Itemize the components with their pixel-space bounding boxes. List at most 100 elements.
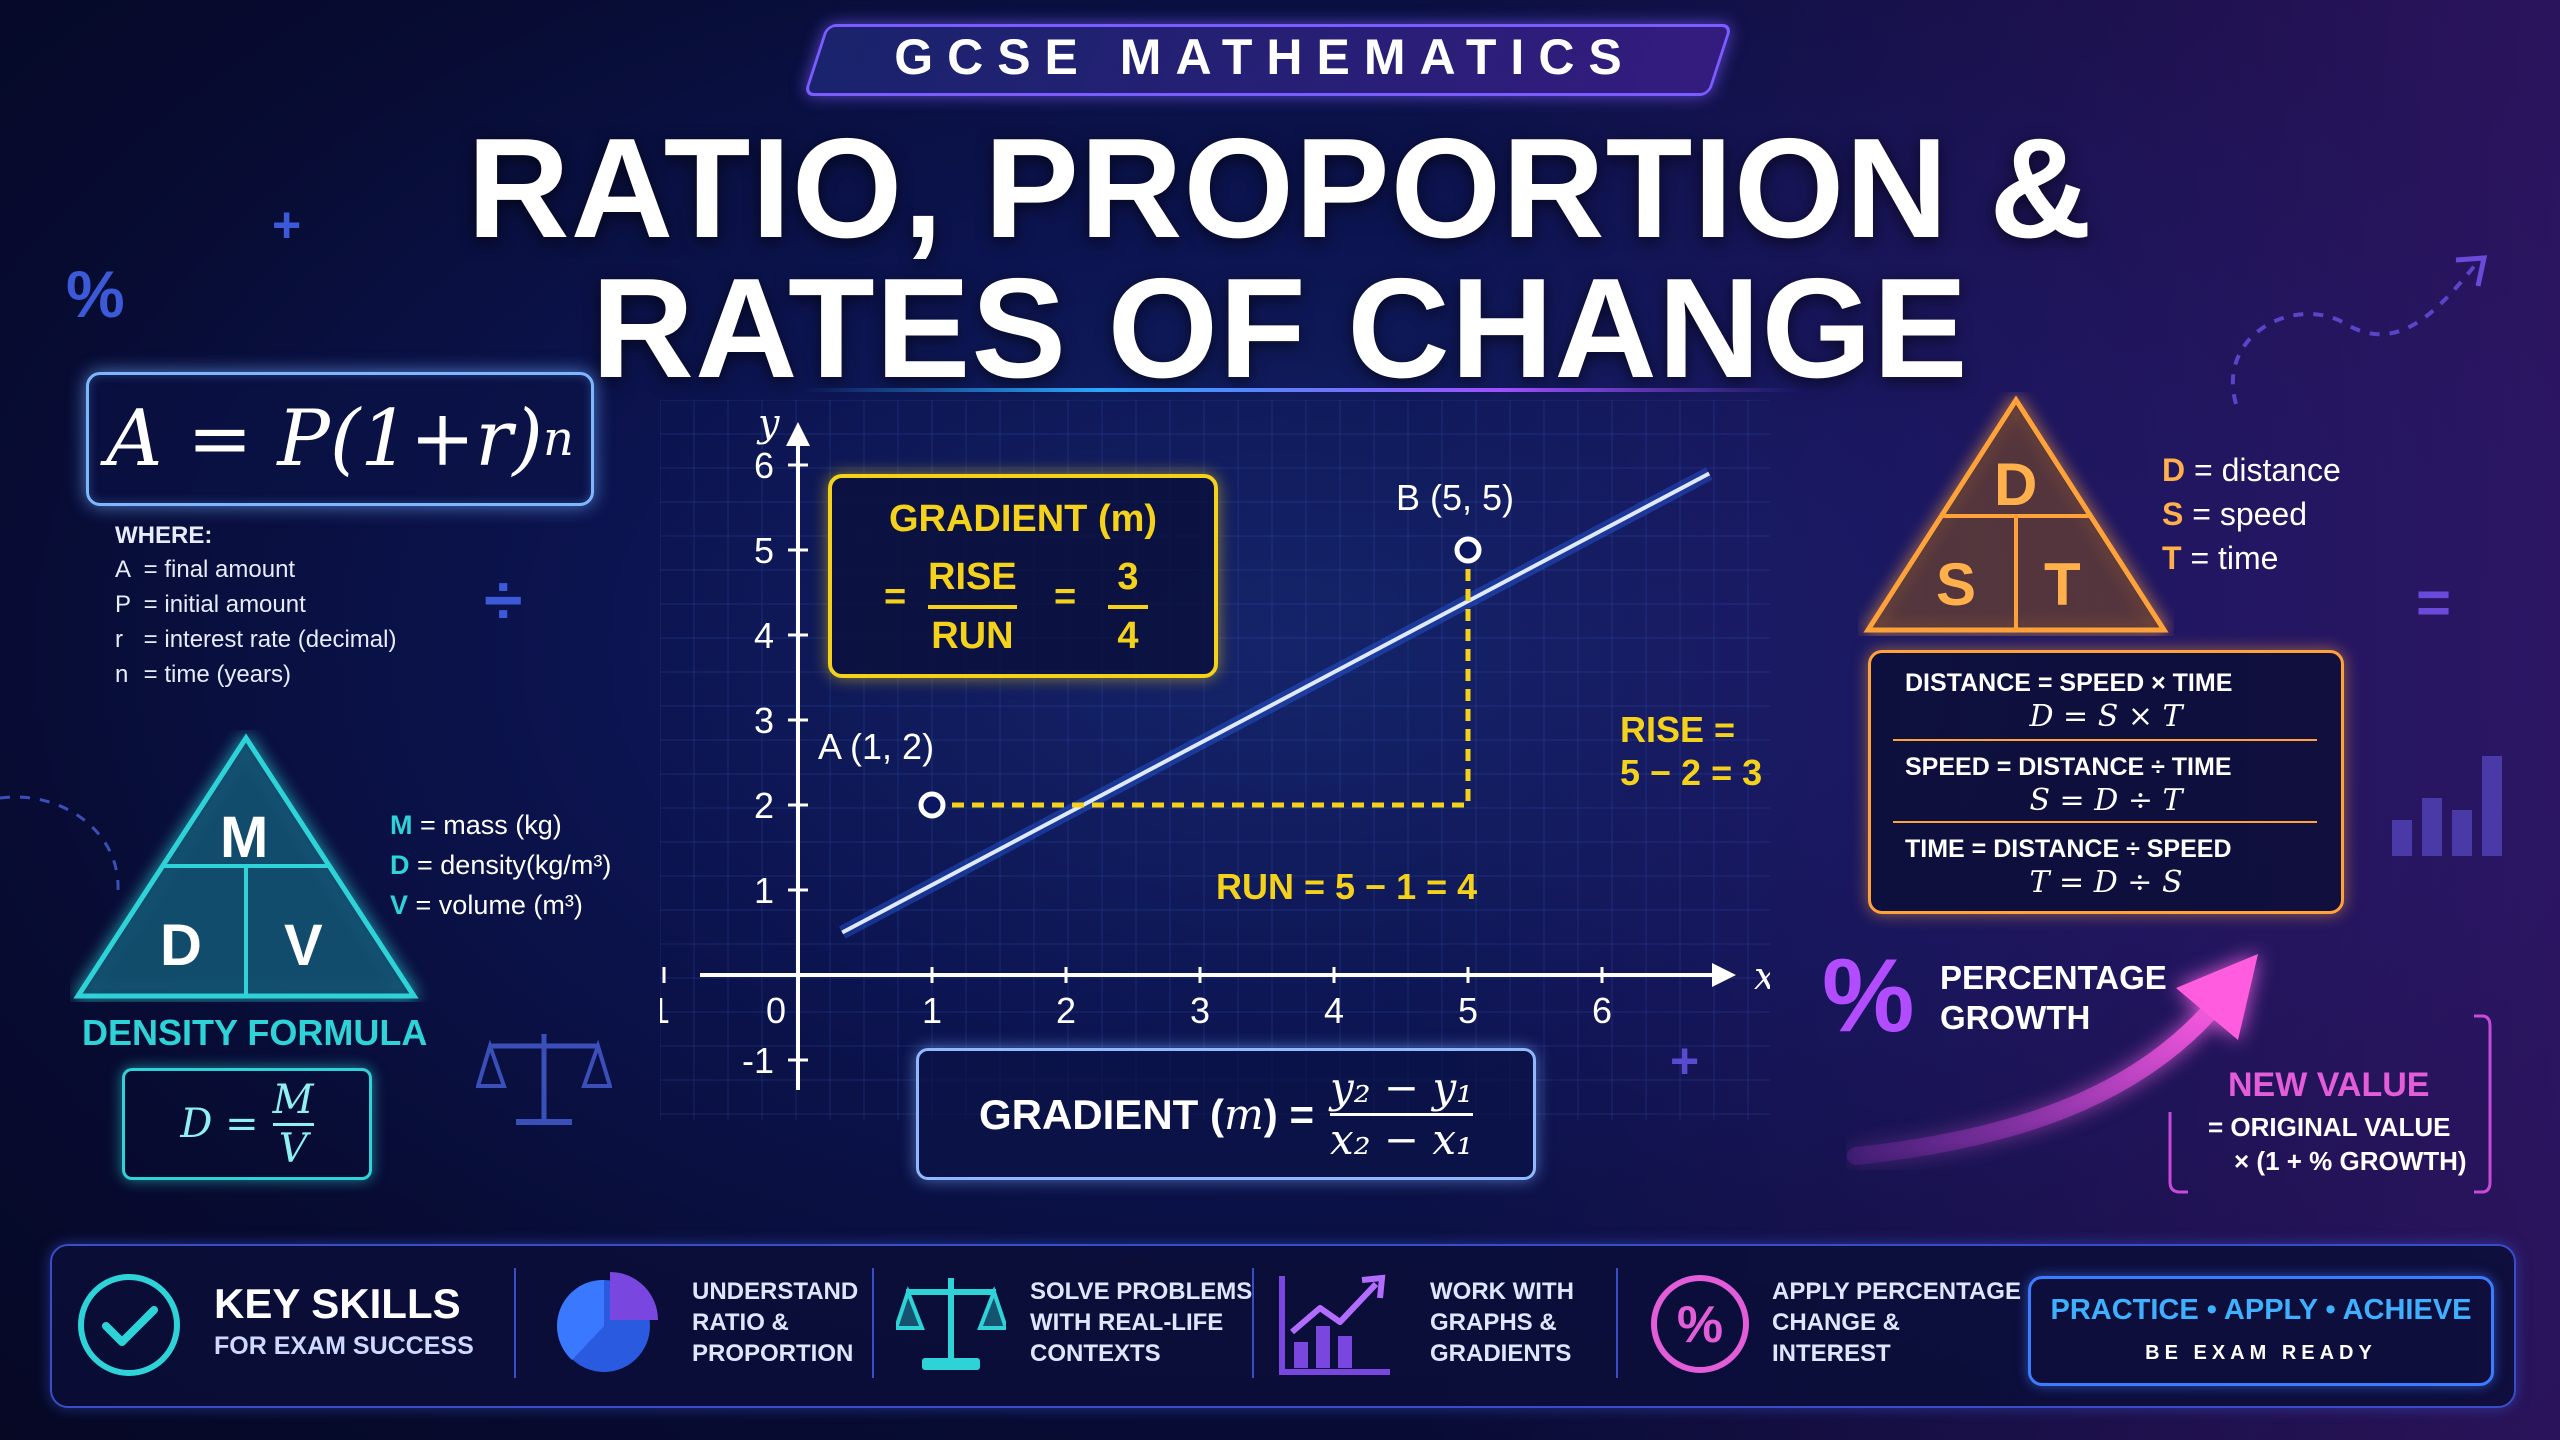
check-icon	[78, 1274, 180, 1376]
dst-divider	[1893, 821, 2317, 823]
footer-divider	[1616, 1268, 1618, 1378]
y-tick-label: 4	[754, 615, 774, 656]
density-fraction-den: V	[278, 1125, 308, 1172]
plus-icon: +	[1670, 1033, 1700, 1089]
where-title: WHERE:	[115, 522, 213, 549]
skill-item: SOLVE PROBLEMS WITH REAL-LIFE CONTEXTS	[1030, 1278, 1253, 1368]
y-axis-arrow	[786, 422, 810, 446]
fraction-bar	[272, 1122, 314, 1126]
x-tick-label: -1	[660, 990, 670, 1031]
title-underline	[800, 388, 1800, 392]
rise-label-line2: 5 − 2 = 3	[1620, 752, 1763, 794]
rise-run-dashes	[932, 550, 1471, 808]
compound-formula-lhs: A = P(1+r)	[106, 394, 543, 484]
x-tick-label: 5	[1458, 990, 1478, 1031]
gradient-formula-num: y₂ − y₁	[1329, 1063, 1474, 1113]
footer-divider	[514, 1268, 516, 1378]
gradient-eq1: =	[884, 576, 907, 618]
pie-chart-icon	[556, 1272, 658, 1372]
series-line	[841, 471, 1711, 935]
skill-item: APPLY PERCENTAGE CHANGE & INTEREST	[1772, 1278, 2021, 1368]
gradient-eq2: =	[1054, 576, 1077, 618]
density-formula-title: DENSITY FORMULA	[82, 1012, 428, 1053]
gradient-box-title: GRADIENT (m)	[888, 498, 1158, 540]
dst-row-words: SPEED = DISTANCE ÷ TIME	[1905, 753, 2232, 781]
density-legend-item: D = density(kg/m³)	[390, 850, 612, 880]
fraction-bar	[1329, 1112, 1474, 1116]
practice-box	[2028, 1276, 2494, 1386]
x-tick-label: 6	[1592, 990, 1612, 1031]
divide-icon: ÷	[484, 561, 523, 639]
scales-icon	[896, 1278, 1006, 1370]
equals-icon: =	[2416, 569, 2452, 636]
dst-formulas-box: DISTANCE = SPEED × TIME D = S × T SPEED …	[1868, 650, 2344, 914]
rise-word: RISE	[928, 556, 1017, 598]
key-skills-title: KEY SKILLS	[214, 1280, 461, 1327]
compound-interest-formula: A = P(1+r) n	[86, 372, 594, 506]
dst-row-formula: T = D ÷ S	[2029, 865, 2183, 900]
density-formula-box: D = M V	[122, 1068, 372, 1180]
dst-legend-item: S = speed	[2162, 496, 2307, 532]
run-word: RUN	[931, 615, 1014, 657]
x-axis-arrow	[1712, 963, 1736, 987]
percent-icon: %	[66, 257, 125, 331]
y-tick-label: 6	[754, 445, 774, 486]
dst-legend-item: T = time	[2162, 540, 2279, 576]
trend-up-icon	[1279, 1274, 1390, 1375]
page-title-line2: RATES OF CHANGE	[591, 249, 1969, 408]
gradient-formula-box: GRADIENT (m) = y₂ − y₁ x₂ − x₁	[916, 1048, 1536, 1180]
svg-text:%: %	[1677, 1296, 1723, 1354]
fraction-bar	[1108, 605, 1148, 609]
skill-item: WORK WITH GRAPHS & GRADIENTS	[1430, 1278, 1574, 1368]
dst-legend-item: D = distance	[2162, 452, 2341, 488]
banner-title: GCSE MATHEMATICS	[894, 29, 1636, 85]
data-point	[918, 791, 946, 819]
dst-row-formula: S = D ÷ T	[2029, 783, 2183, 818]
rise-run-fraction: RISE RUN	[928, 556, 1017, 658]
x-tick-label: 4	[1324, 990, 1344, 1031]
gradient-den: 4	[1117, 615, 1139, 657]
gradient-box: GRADIENT (m) = RISE RUN = 3 4	[828, 474, 1218, 678]
practice-apply-achieve: PRACTICE • APPLY • ACHIEVE	[2050, 1294, 2472, 1326]
x-tick-label: 2	[1056, 990, 1076, 1031]
rise-label-line1: RISE =	[1620, 709, 1736, 750]
footer-divider	[1252, 1268, 1254, 1378]
density-triangle-right: V	[284, 913, 323, 978]
y-tick-label: 5	[754, 530, 774, 571]
x-tick-label: 0	[766, 990, 786, 1031]
where-item: n = time (years)	[115, 661, 292, 688]
bar-chart-icon	[2392, 756, 2502, 856]
gradient-graph: -1 0 1 2 3 4 5 6 -1 1 2 3 4 5 6 x y A (1, 2) B (5, 5)	[660, 400, 1770, 1120]
gradient-formula-lhs: GRADIENT (m) =	[978, 1089, 1314, 1139]
y-tick-label: 3	[754, 700, 774, 741]
dst-triangle-top: D	[1994, 451, 2038, 518]
new-value-line1: = ORIGINAL VALUE	[2208, 1112, 2451, 1142]
density-fraction-num: M	[272, 1076, 314, 1123]
data-point-label: B (5, 5)	[1396, 477, 1514, 518]
y-tick-label: -1	[742, 1040, 774, 1081]
y-tick-label: 1	[754, 870, 774, 911]
dst-divider	[1893, 739, 2317, 741]
skill-item: UNDERSTAND RATIO & PROPORTION	[692, 1278, 859, 1368]
fraction-bar	[928, 605, 1017, 609]
growth-arrow-icon	[1847, 954, 2258, 1165]
new-value-line2: × (1 + % GROWTH)	[2234, 1146, 2467, 1176]
be-exam-ready: BE EXAM READY	[2145, 1342, 2377, 1364]
gradient-formula-den: x₂ − x₁	[1330, 1114, 1473, 1164]
dst-row-formula: D = S × T	[2029, 699, 2183, 734]
where-item: r = interest rate (decimal)	[115, 626, 397, 653]
percentage-growth-title: PERCENTAGE GROWTH	[1940, 959, 2167, 1036]
x-tick-label: 3	[1190, 990, 1210, 1031]
density-triangle-top: M	[220, 805, 269, 870]
density-triangle	[73, 733, 419, 999]
scales-icon	[476, 1034, 612, 1125]
density-fraction: M V	[272, 1076, 314, 1172]
trend-up-icon	[2231, 255, 2488, 405]
density-triangle-left: D	[160, 913, 202, 978]
x-axis-label: x	[1754, 954, 1770, 998]
page-title-line1: RATIO, PROPORTION &	[467, 109, 2093, 268]
gradient-value-fraction: 3 4	[1108, 556, 1148, 658]
plus-icon: +	[272, 197, 302, 253]
dst-row-words: TIME = DISTANCE ÷ SPEED	[1905, 835, 2232, 863]
dst-triangle-left: S	[1936, 551, 1977, 618]
